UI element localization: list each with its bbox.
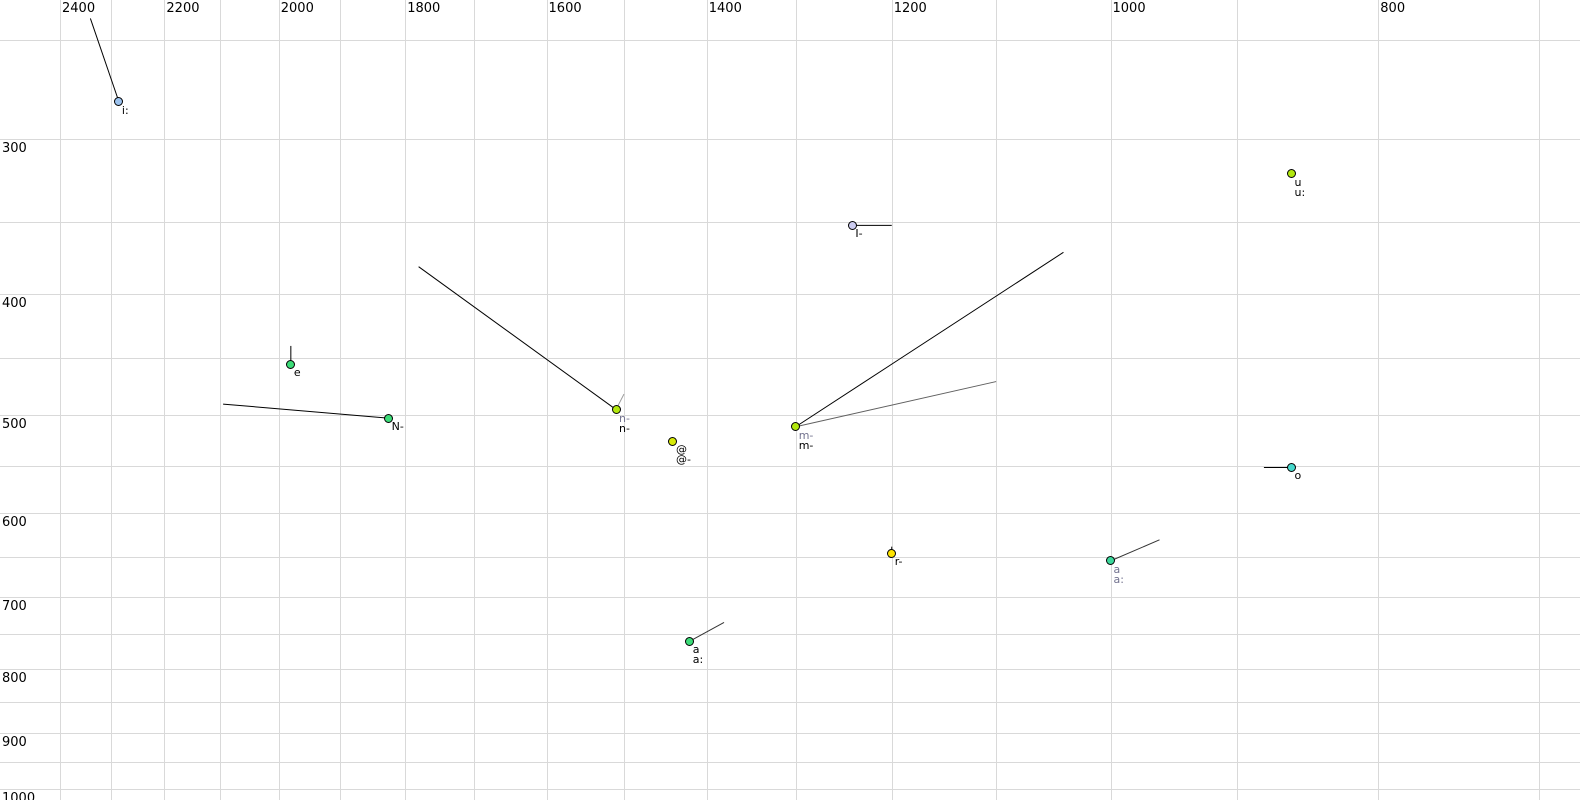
y-axis-tick-label: 800	[2, 670, 27, 686]
y-axis-tick-label: 900	[2, 734, 27, 750]
data-point-N-	[384, 413, 394, 423]
point-label-a:-secondary: a:	[1113, 572, 1124, 586]
point-label-@: @-	[675, 453, 691, 467]
data-point-m-	[791, 422, 801, 432]
point-label-a:: a	[692, 643, 700, 657]
point-label-m-: m-	[798, 428, 814, 442]
data-point-@	[668, 436, 678, 446]
point-label-I-: I-	[855, 227, 863, 241]
data-point-I-	[847, 220, 857, 230]
point-tail-line	[89, 18, 120, 102]
point-label-n-: n-	[619, 421, 630, 435]
point-label-n-: n-	[619, 411, 630, 425]
data-point-o	[1287, 462, 1296, 472]
point-label-i:: i:	[121, 103, 129, 117]
y-axis-tick-label: 600	[2, 515, 27, 531]
point-label-N-: N-	[391, 420, 404, 434]
x-axis-tick-label: 2000	[280, 1, 314, 16]
point-label-u:: u	[1294, 175, 1302, 189]
point-label-e: e	[293, 366, 301, 380]
y-axis-tick-label: 700	[2, 598, 27, 614]
y-axis-tick-label: 500	[2, 416, 27, 432]
point-label-a:-secondary: a	[1113, 562, 1121, 576]
point-label-@: @	[675, 443, 687, 457]
point-label-m-: m-	[798, 438, 814, 452]
data-point-n-	[611, 405, 621, 415]
x-axis-tick-label: 1600	[548, 1, 582, 16]
y-axis-tick-label: 400	[2, 296, 27, 312]
data-point-a:-secondary	[1106, 556, 1116, 566]
x-axis-tick-label: 800	[1380, 1, 1406, 16]
point-tail-line	[795, 251, 1064, 428]
data-point-i:	[114, 97, 124, 107]
data-point-u:	[1287, 169, 1296, 179]
point-label-u:: u:	[1294, 185, 1306, 199]
x-axis-tick-label: 1200	[893, 1, 927, 16]
point-label-a:: a:	[692, 653, 704, 667]
data-point-r-	[887, 548, 897, 558]
y-axis-tick-label: 300	[2, 141, 27, 156]
x-axis-tick-label: 2200	[166, 1, 200, 16]
point-tail-line	[1110, 539, 1160, 562]
point-label-o: o	[1294, 469, 1302, 483]
x-axis-tick-label: 1800	[407, 1, 441, 16]
data-point-a:	[685, 636, 695, 646]
point-tail-line	[689, 621, 725, 642]
x-axis-tick-label: 2400	[62, 1, 96, 16]
y-axis-tick-label: 1000	[2, 791, 36, 800]
point-tail-line	[418, 266, 617, 410]
point-tail-line	[795, 381, 997, 428]
point-label-r-: r-	[894, 555, 903, 569]
data-point-e	[286, 359, 296, 369]
x-axis-tick-label: 1400	[708, 1, 742, 16]
x-axis-tick-label: 1000	[1112, 1, 1146, 16]
point-tail-line	[223, 403, 389, 419]
